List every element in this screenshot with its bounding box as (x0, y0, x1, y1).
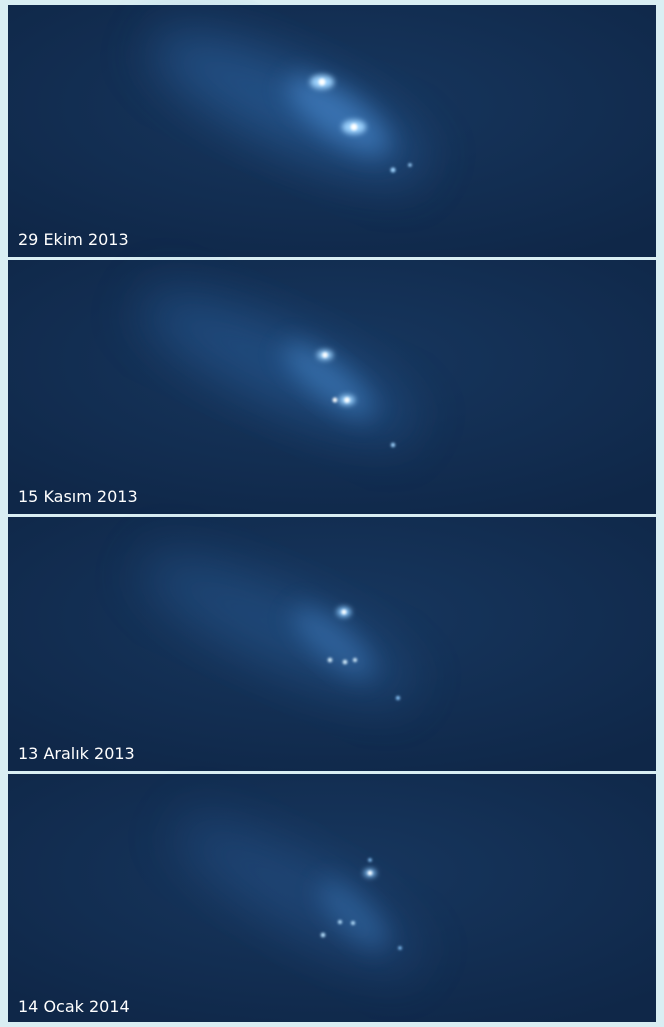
image-composite: 29 Ekim 2013 15 Kasım 2013 13 Aralık 201… (0, 0, 664, 1027)
page: 29 Ekim 2013 15 Kasım 2013 13 Aralık 201… (0, 0, 664, 1027)
panel: 13 Aralık 2013 (8, 517, 656, 771)
date-caption: 14 Ocak 2014 (18, 997, 130, 1016)
date-caption: 29 Ekim 2013 (18, 230, 129, 249)
date-caption: 15 Kasım 2013 (18, 487, 138, 506)
date-caption: 13 Aralık 2013 (18, 744, 135, 763)
panel: 29 Ekim 2013 (8, 5, 656, 257)
panel: 15 Kasım 2013 (8, 260, 656, 514)
panel: 14 Ocak 2014 (8, 774, 656, 1022)
